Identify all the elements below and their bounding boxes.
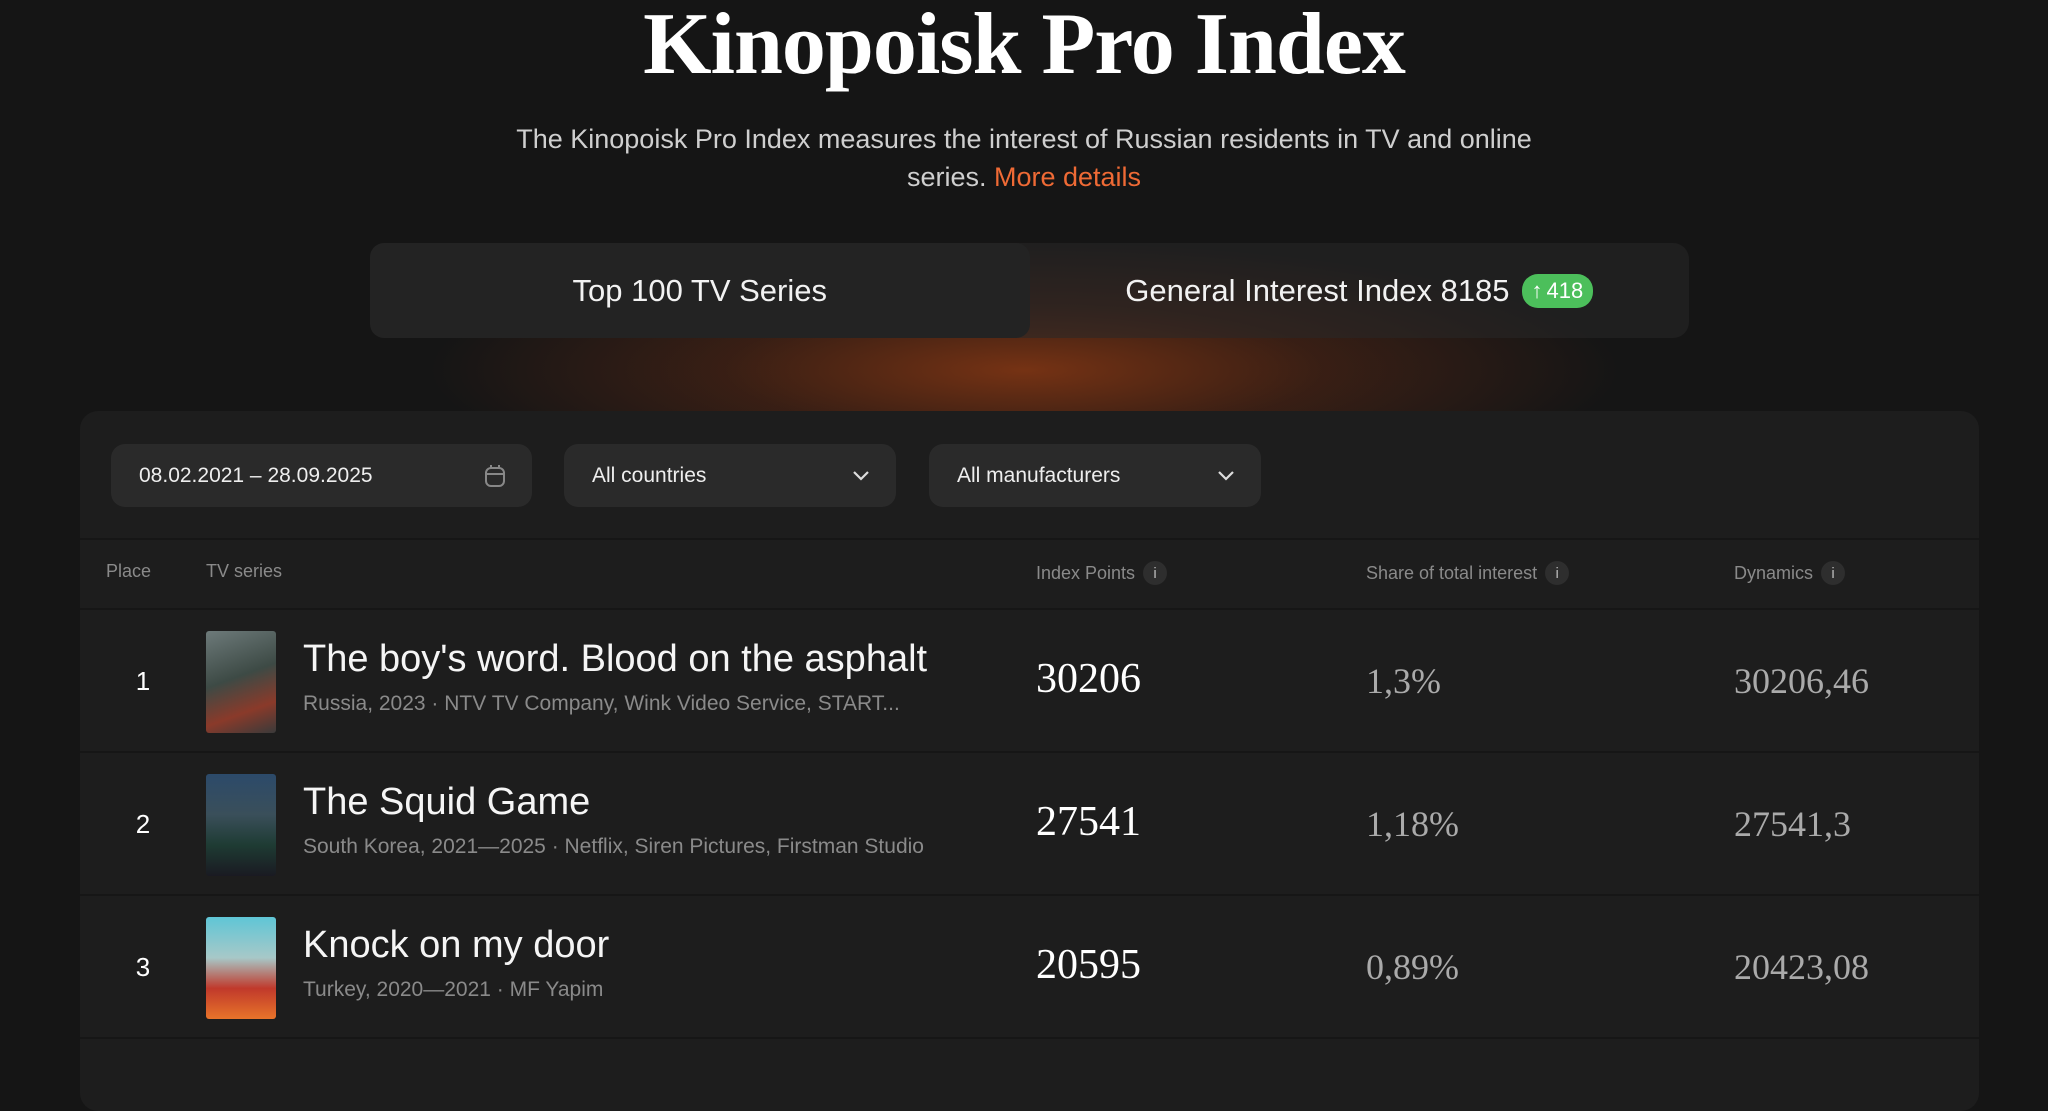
index-points: 20595 — [1036, 942, 1141, 988]
date-range-picker[interactable]: 08.02.2021 – 28.09.2025 — [111, 444, 532, 507]
info-icon[interactable]: i — [1821, 561, 1846, 585]
share-value: 1,3% — [1366, 661, 1441, 701]
column-header-share: Share of total interest i — [1366, 561, 1570, 585]
index-points: 27541 — [1036, 799, 1141, 845]
column-header-series: TV series — [206, 561, 282, 582]
column-header-dynamics: Dynamics i — [1734, 561, 1846, 585]
series-meta: South Korea, 2021—2025 · Netflix, Siren … — [303, 835, 924, 858]
tab-general-interest-index[interactable]: General Interest Index 8185 ↑ 418 — [1030, 243, 1690, 338]
tab-label: General Interest Index 8185 — [1125, 272, 1510, 308]
tab-bar: Top 100 TV Series General Interest Index… — [370, 243, 1689, 338]
rating-panel: 08.02.2021 – 28.09.2025 All countries Al… — [80, 411, 1979, 1111]
column-header-index: Index Points i — [1036, 561, 1168, 585]
manufacturer-value: All manufacturers — [957, 463, 1121, 487]
column-header-place: Place — [106, 561, 151, 582]
series-meta: Russia, 2023 · NTV TV Company, Wink Vide… — [303, 692, 900, 715]
series-title[interactable]: The Squid Game — [303, 781, 591, 823]
chevron-down-icon — [853, 470, 869, 481]
column-label: Share of total interest — [1366, 562, 1538, 583]
table-row[interactable]: 2 The Squid Game South Korea, 2021—2025 … — [80, 753, 1979, 896]
series-title[interactable]: The boy's word. Blood on the asphalt — [303, 638, 928, 680]
share-value: 1,18% — [1366, 804, 1459, 844]
index-points: 30206 — [1036, 656, 1141, 702]
more-details-link[interactable]: More details — [993, 162, 1142, 192]
country-select[interactable]: All countries — [564, 444, 896, 507]
tab-label: Top 100 TV Series — [572, 272, 827, 308]
share-value: 0,89% — [1366, 947, 1459, 987]
poster-image — [206, 917, 276, 1019]
poster-image — [206, 774, 276, 876]
dynamics-value: 27541,3 — [1734, 804, 1851, 844]
page-subtitle: The Kinopoisk Pro Index measures the int… — [480, 120, 1568, 196]
subtitle-text: The Kinopoisk Pro Index measures the int… — [516, 124, 1532, 192]
tab-top-100[interactable]: Top 100 TV Series — [370, 243, 1030, 338]
table-row[interactable]: 3 Knock on my door Turkey, 2020—2021 · M… — [80, 896, 1979, 1039]
place: 2 — [135, 809, 151, 839]
arrow-up-icon: ↑ — [1531, 277, 1543, 303]
change-badge: ↑ 418 — [1521, 273, 1594, 308]
divider — [80, 608, 1979, 610]
calendar-icon — [485, 464, 505, 487]
country-value: All countries — [592, 463, 707, 487]
dynamics-value: 20423,08 — [1734, 947, 1869, 987]
column-label: Place — [106, 561, 152, 581]
page-title: Kinopoisk Pro Index — [643, 0, 1406, 93]
divider — [80, 538, 1979, 540]
chevron-down-icon — [1218, 470, 1234, 481]
place: 1 — [135, 666, 151, 696]
column-label: TV series — [206, 561, 283, 581]
column-label: Index Points — [1036, 562, 1136, 583]
place: 3 — [135, 952, 151, 982]
poster-image — [206, 631, 276, 733]
info-icon[interactable]: i — [1545, 561, 1570, 585]
series-title[interactable]: Knock on my door — [303, 924, 610, 966]
table-row[interactable]: 1 The boy's word. Blood on the asphalt R… — [80, 610, 1979, 753]
series-meta: Turkey, 2020—2021 · MF Yapim — [303, 978, 604, 1001]
badge-value: 418 — [1546, 277, 1584, 303]
info-icon[interactable]: i — [1143, 561, 1168, 585]
dynamics-value: 30206,46 — [1734, 661, 1869, 701]
column-label: Dynamics — [1734, 562, 1814, 583]
date-range-value: 08.02.2021 – 28.09.2025 — [139, 463, 373, 487]
manufacturer-select[interactable]: All manufacturers — [929, 444, 1261, 507]
